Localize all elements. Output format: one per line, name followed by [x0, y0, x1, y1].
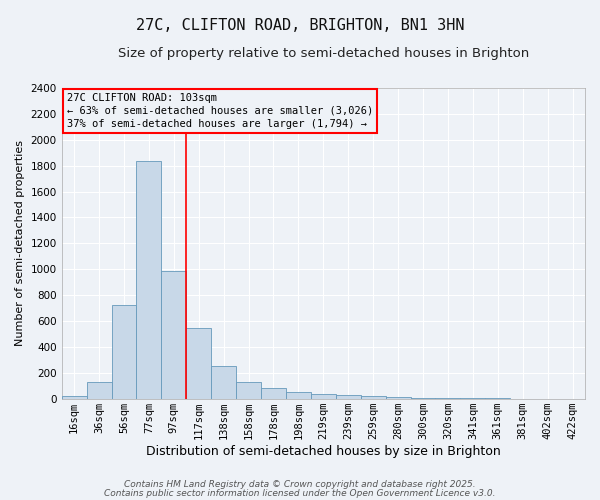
Bar	[286, 392, 311, 398]
Bar	[236, 382, 261, 398]
X-axis label: Distribution of semi-detached houses by size in Brighton: Distribution of semi-detached houses by …	[146, 444, 501, 458]
Bar	[261, 388, 286, 398]
Bar	[86, 382, 112, 398]
Text: 27C, CLIFTON ROAD, BRIGHTON, BN1 3HN: 27C, CLIFTON ROAD, BRIGHTON, BN1 3HN	[136, 18, 464, 32]
Bar	[62, 396, 86, 398]
Bar	[186, 328, 211, 398]
Bar	[311, 394, 336, 398]
Title: Size of property relative to semi-detached houses in Brighton: Size of property relative to semi-detach…	[118, 48, 529, 60]
Bar	[211, 366, 236, 398]
Text: 27C CLIFTON ROAD: 103sqm
← 63% of semi-detached houses are smaller (3,026)
37% o: 27C CLIFTON ROAD: 103sqm ← 63% of semi-d…	[67, 92, 373, 129]
Y-axis label: Number of semi-detached properties: Number of semi-detached properties	[15, 140, 25, 346]
Text: Contains HM Land Registry data © Crown copyright and database right 2025.: Contains HM Land Registry data © Crown c…	[124, 480, 476, 489]
Bar	[112, 306, 136, 398]
Bar	[361, 396, 386, 398]
Bar	[336, 396, 361, 398]
Bar	[161, 270, 186, 398]
Bar	[386, 397, 410, 398]
Text: Contains public sector information licensed under the Open Government Licence v3: Contains public sector information licen…	[104, 488, 496, 498]
Bar	[136, 160, 161, 398]
